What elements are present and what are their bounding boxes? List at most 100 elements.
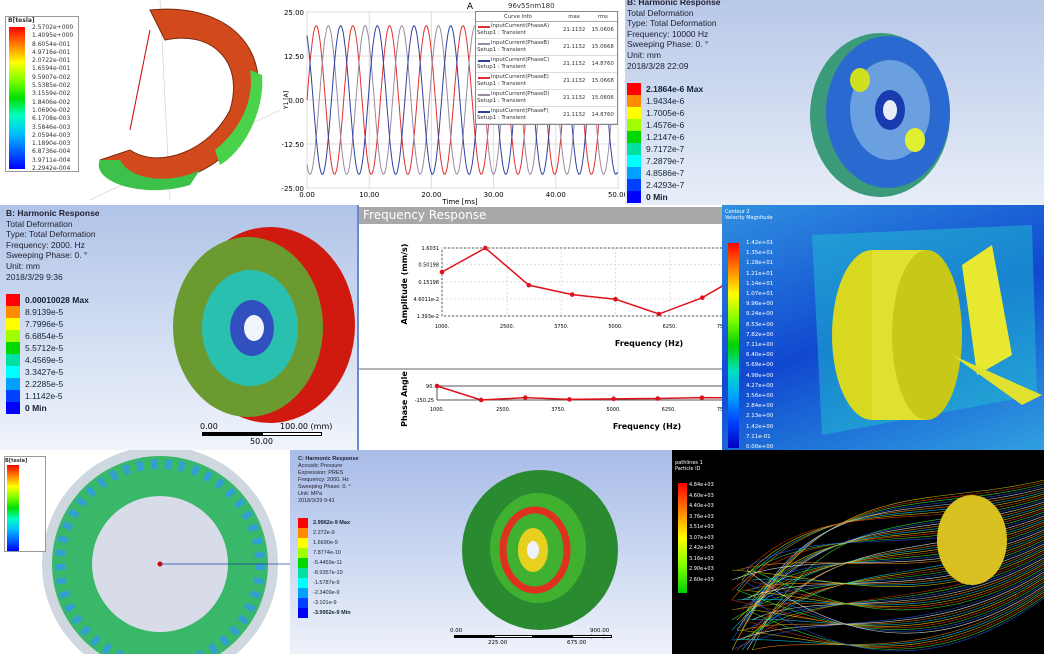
phase-point (478, 397, 484, 403)
x-tick-label: 3750. (554, 324, 569, 330)
legend-swatch (6, 402, 20, 414)
legend-swatch (298, 518, 308, 528)
curve-color-swatch (478, 77, 490, 79)
x-tick-label: 3750. (551, 407, 566, 413)
legend-value: 4.84e+03 (689, 482, 714, 488)
curve-name: InputCurrent(PhaseF) (491, 108, 549, 114)
curve-info-cell: InputCurrent(PhaseF) Setup1 : Transient (476, 108, 560, 122)
x-tick-label: 0.00 (299, 191, 315, 199)
legend-swatch (298, 558, 308, 568)
legend-value: 3.56e+00 (746, 393, 774, 400)
legend-value: 1.35e+01 (746, 250, 774, 257)
legend-row: 5.5712e-5 (6, 342, 89, 354)
disk-model-view (810, 33, 950, 197)
curve-name: InputCurrent(PhaseC) (491, 57, 550, 63)
analysis-info: Sweeping Phase: 0. ° (6, 250, 88, 261)
legend-value: 2.0722e-001 (32, 57, 71, 65)
panel-ring-flux: B[tesla] (0, 450, 290, 654)
legend-value: 2.272e-9 (313, 530, 335, 536)
x-tick-label: 50.00 (608, 191, 625, 199)
legend-row: 2.1864e-6 Max (627, 83, 703, 95)
analysis-info: Acoustic Pressure (298, 463, 343, 469)
analysis-title: B: Harmonic Response (627, 0, 721, 7)
amplitude-line (441, 247, 722, 315)
color-bar (728, 243, 739, 448)
legend-value: 4.60e+03 (689, 492, 714, 499)
y-tick-label: 0.50198 (418, 263, 439, 269)
curve-info-cell: InputCurrent(PhaseC) Setup1 : Transient (476, 57, 560, 71)
legend-value: 1.42e+01 (746, 240, 774, 246)
legend-value: 7.11e-01 (746, 433, 771, 440)
legend-values: 4.84e+03 4.60e+03 4.40e+03 3.76e+03 3.51e+03… (689, 480, 714, 585)
pathline (741, 579, 1044, 632)
pathline (746, 565, 1044, 609)
legend-value: 4.40e+03 (689, 503, 714, 509)
legend-row: 1.4576e-6 (627, 119, 703, 131)
panel-harmonic-10khz: B: Harmonic Response Total Deformation Typ… (625, 0, 1044, 205)
legend-value: 2.0594e-003 (32, 131, 71, 139)
phase-point (567, 397, 572, 402)
legend-row: 8.9139e-5 (6, 306, 89, 318)
y-axis-label: Phase Angle (400, 371, 409, 427)
pressure-legend: 2.9962e-9 Max 2.272e-9 1.6690e-9 7.8774e-10… (298, 518, 351, 618)
legend-row: 2.2285e-5 (6, 378, 89, 390)
legend-value: 2.13e+00 (746, 413, 774, 420)
analysis-info: Type: Total Deformation (627, 18, 717, 29)
legend-row: -8.9357e-10 (298, 568, 351, 578)
pathline (751, 597, 1044, 652)
amplitude-point (700, 295, 705, 300)
scale-segment (262, 432, 322, 436)
y-tick-label: -25.00 (281, 185, 304, 193)
rms-cell: 15.0668 (591, 44, 614, 50)
x-tick-label: 1000. (435, 324, 450, 330)
y-tick-label: -12.50 (281, 141, 304, 149)
panel-harmonic-2khz: B: Harmonic Response Total Deformation Typ… (0, 205, 357, 450)
legend-value: 1.28e+01 (746, 260, 774, 267)
analysis-info: Unit: MPa (298, 491, 323, 497)
legend-value: 2.2942e-004 (32, 165, 71, 173)
y-tick-label: 0.00 (288, 97, 304, 105)
scale-quarter-label: 225.00 (488, 640, 508, 646)
x-tick-label: 6250. (663, 324, 678, 330)
legend-value: -8.9357e-10 (313, 570, 343, 576)
pathline (751, 567, 1044, 611)
legend-value: 6.6854e-5 (25, 331, 64, 341)
scale-start-label: 0.00 (450, 628, 463, 634)
curve-setup: Setup1 : Transient (477, 47, 526, 53)
legend-value: 9.24e+00 (746, 311, 774, 318)
x-tick-label: 7500. (717, 324, 722, 330)
legend-value: 2.1864e-6 Max (646, 84, 704, 94)
legend-value: 0 Min (646, 192, 668, 202)
legend-value: 6.1708e-003 (32, 115, 71, 123)
analysis-info: 2018/3/29 9:36 (6, 271, 63, 282)
legend-value: 5.5385e-002 (32, 82, 71, 90)
plate-model-view (462, 470, 618, 630)
legend-value: 1.2147e-6 (646, 132, 685, 142)
pathline (736, 591, 1044, 647)
x-axis-label: Time [ms] (441, 198, 478, 205)
legend-row: 6.6854e-5 (6, 330, 89, 342)
amplitude-point (526, 282, 532, 288)
y-tick-label: 1.393e-2 (417, 314, 439, 320)
legend-value: 9.5907e-002 (32, 73, 71, 81)
legend-value: -2.3409e-9 (313, 590, 340, 596)
legend-swatch (6, 306, 20, 318)
header-curve-info: Curve Info (503, 14, 532, 20)
legend-row: -2.3409e-9 (298, 588, 351, 598)
legend-value: 3.5846e-003 (32, 123, 71, 131)
y-tick-label: 12.50 (284, 53, 304, 61)
legend-value: 2.84e+00 (746, 403, 774, 410)
legend-value: 3.16e+03 (689, 555, 714, 562)
color-bar (7, 465, 19, 551)
pathline (746, 569, 1044, 634)
legend-value: 7.2879e-7 (646, 156, 685, 166)
analysis-info: Unit: mm (6, 260, 40, 271)
legend-swatch (298, 528, 308, 538)
curve-color-swatch (478, 26, 490, 28)
analysis-details: B: Harmonic Response Total Deformation Typ… (627, 0, 721, 71)
pathline (746, 495, 1044, 571)
curve-color-swatch (478, 43, 490, 45)
legend-swatch (627, 119, 641, 131)
legend-row: 7.7996e-5 (6, 318, 89, 330)
pathline (731, 579, 1044, 629)
